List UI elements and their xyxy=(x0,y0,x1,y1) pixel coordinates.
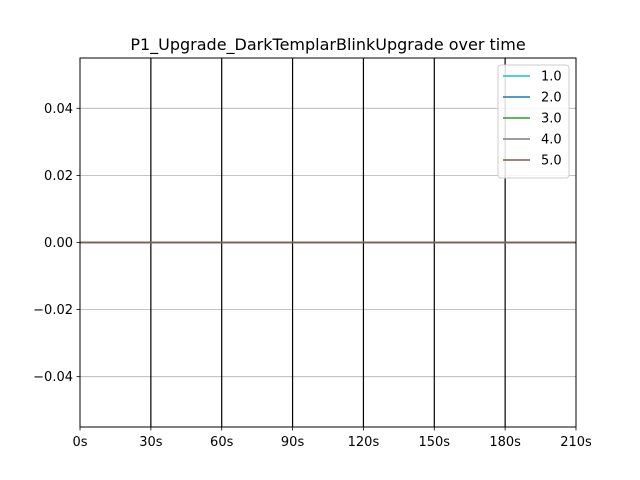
legend-label-1: 1.0 xyxy=(541,70,562,85)
y-axis: 0.04 0.02 0.00 −0.02 −0.04 xyxy=(33,102,80,385)
x-tick-label: 60s xyxy=(210,435,234,450)
legend-box xyxy=(497,64,570,179)
x-tick-label: 90s xyxy=(281,435,305,450)
legend-label-3: 3.0 xyxy=(541,112,562,127)
y-tick-label: −0.02 xyxy=(33,303,73,318)
x-tick-label: 180s xyxy=(489,435,521,450)
y-tick-label: 0.04 xyxy=(44,102,73,117)
x-tick-label: 210s xyxy=(560,435,592,450)
legend-label-4: 4.0 xyxy=(541,133,562,148)
y-tick-label: 0.02 xyxy=(44,169,73,184)
x-tick-label: 150s xyxy=(418,435,450,450)
x-tick-label: 0s xyxy=(72,435,87,450)
legend-label-2: 2.0 xyxy=(541,91,562,106)
legend: 1.0 2.0 3.0 4.0 5.0 xyxy=(497,64,570,179)
y-tick-label: −0.04 xyxy=(33,370,73,385)
legend-label-5: 5.0 xyxy=(541,154,562,169)
y-tick-label: 0.00 xyxy=(44,236,73,251)
chart-title: P1_Upgrade_DarkTemplarBlinkUpgrade over … xyxy=(130,35,525,55)
x-tick-label: 120s xyxy=(348,435,380,450)
x-tick-label: 30s xyxy=(139,435,163,450)
x-axis: 0s 30s 60s 90s 120s 150s 180s 210s xyxy=(72,427,592,450)
